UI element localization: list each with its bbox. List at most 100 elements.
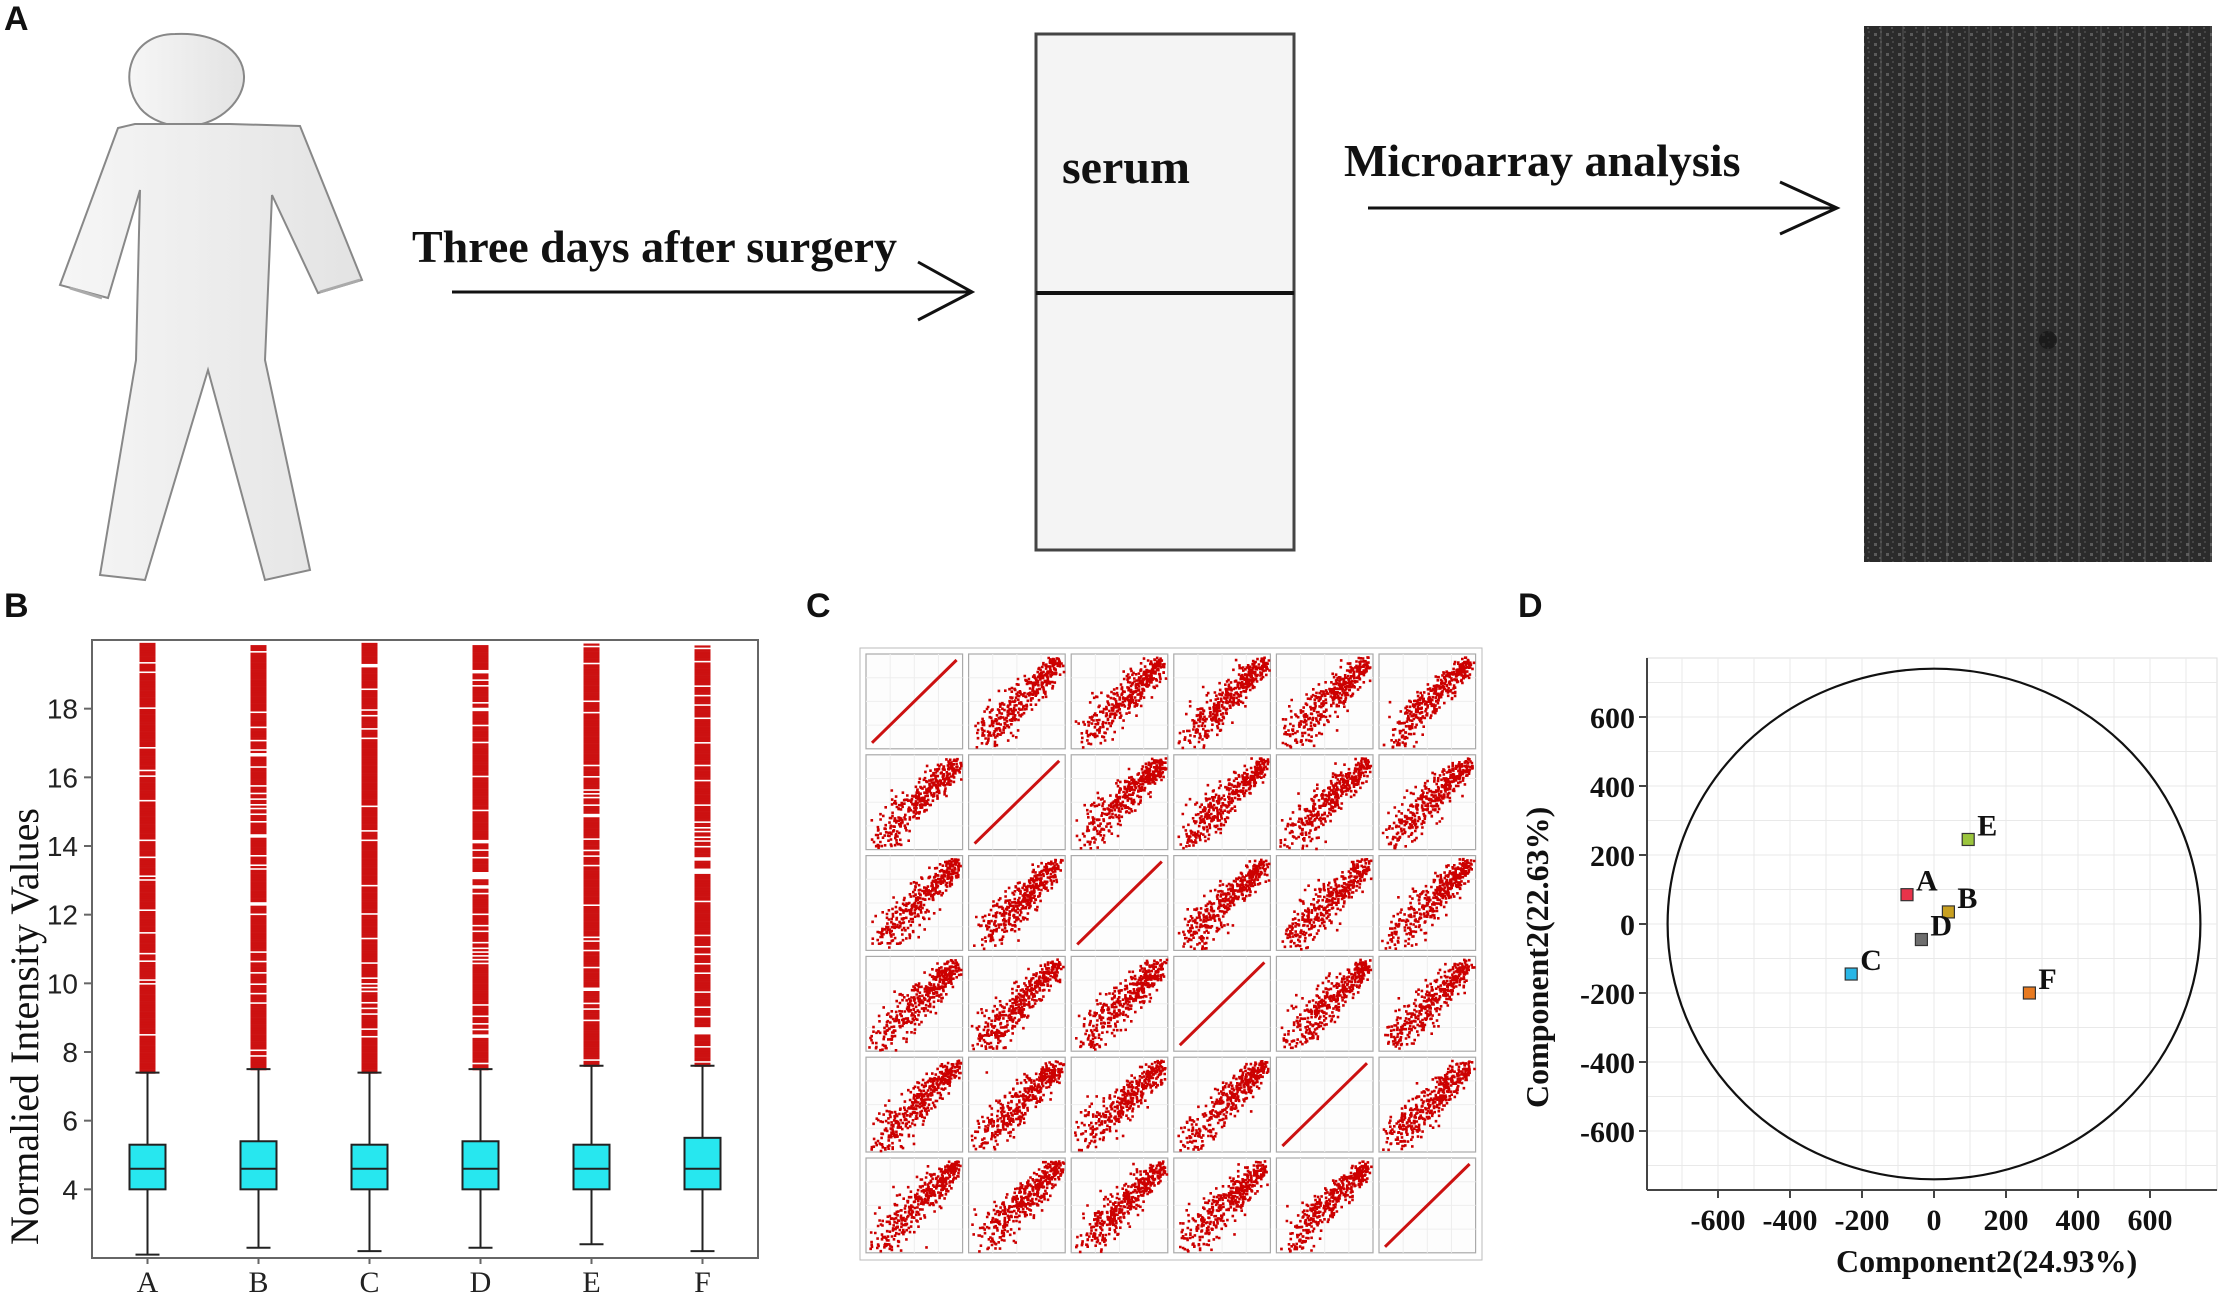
pca-point-label: B [1957,882,1977,915]
identity-line [1178,961,1266,1047]
scatter-cell-E-A [865,1056,964,1153]
scatter-cell-D-A [865,955,964,1052]
scatter-cell-E-D [1173,1056,1272,1153]
scatter-cell-E-E [1275,1056,1374,1153]
scatter-cell-A-B [967,653,1066,750]
box-C [350,642,389,1253]
boxplot-x-tick-label: B [248,1266,268,1296]
scatter-cell-C-D [1173,854,1272,951]
scatter-cell-C-A [865,854,964,951]
scatter-cell-D-B [967,955,1066,1052]
identity-line [1383,1162,1471,1248]
pca-y-axis-label: Component2(22.63%) [1519,807,1555,1108]
scatter-points [974,656,1066,749]
box-A [128,642,167,1256]
boxplot-x-tick-label: D [470,1266,492,1296]
scatter-cell-B-E [1275,754,1374,851]
pca-marker [1961,832,1975,847]
scatter-points [1382,656,1476,749]
pca-point-label: C [1860,944,1882,977]
box-body [239,1140,278,1191]
pca-x-tick-label: -200 [1835,1204,1890,1237]
microarray-chip [1864,26,2212,562]
pca-x-axis-label: Component2(24.93%) [1836,1243,2137,1279]
scatter-points [1075,958,1169,1051]
box-body [572,1143,611,1191]
boxplot-x-tick-label: E [582,1266,600,1296]
serum-tube [1034,32,1296,552]
pca-point-D: D [1914,910,1952,947]
box-E [572,643,611,1246]
boxplot-y-tick-label: 10 [47,968,78,999]
scatter-cell-D-E [1275,955,1374,1052]
scatter-cell-C-C [1070,854,1169,951]
pca-marker [1900,888,1914,902]
box-D [461,645,500,1249]
pca-x-tick-label: -600 [1691,1204,1746,1237]
pca-point-label: D [1930,910,1952,943]
pca-point-F: F [2022,963,2057,1000]
pca-point-C: C [1844,944,1882,981]
scatter-cell-F-D [1173,1157,1272,1254]
arrow1-label: Three days after surgery [412,221,897,272]
scatter-cell-B-B [967,754,1066,851]
boxplot-x-tick-label: C [359,1266,379,1296]
scatter-cell-A-E [1275,653,1374,750]
scatter-cell-B-D [1173,754,1272,851]
scatter-cell-A-C [1070,653,1169,750]
panel-letter-a: A [4,0,29,38]
scatter-cell-A-F [1378,653,1477,750]
box-B [239,645,278,1249]
pca-y-tick-label: 600 [1590,702,1635,735]
scatter-points [971,1160,1066,1253]
boxplot-y-tick-label: 8 [62,1037,78,1068]
box-body [128,1143,167,1191]
boxplot-x-tick-label: A [137,1266,159,1296]
scatter-points [1075,757,1168,850]
scatter-points [1280,1160,1373,1253]
box-body [461,1140,500,1191]
boxplot-y-tick-label: 18 [47,694,78,725]
panel-b-boxplot: 4 6 8 10 12 14 16 18 A B C D E F Normalied Intensity… [2,639,759,1296]
pca-x-tick-label: 600 [2128,1204,2173,1237]
scatter-points [871,858,962,949]
pca-point-E: E [1961,809,1997,847]
pca-point-A: A [1900,865,1938,902]
scatter-cell-D-D [1173,955,1272,1052]
boxplot-y-tick-label: 16 [47,762,78,793]
identity-line [973,759,1061,845]
panel-letter-b: B [4,587,29,625]
panel-c-scatter-matrix [859,647,1483,1261]
panel-a: Three days after surgery serum Microarra… [58,26,2212,582]
pca-marker [2022,986,2037,1000]
scatter-points [1281,858,1373,951]
pca-point-label: F [2038,963,2056,996]
scatter-points [1074,656,1168,749]
scatter-points [1280,958,1373,1050]
scatter-cell-F-F [1378,1157,1477,1254]
box-body [350,1143,389,1191]
pca-marker [1914,932,1929,947]
panel-letter-d: D [1518,587,1543,625]
scatter-points [1177,656,1271,750]
scatter-cell-F-C [1070,1157,1169,1254]
scatter-cell-E-B [967,1056,1066,1153]
scatter-cell-E-F [1378,1056,1477,1153]
box-body [683,1136,722,1191]
scatter-cell-B-F [1378,754,1477,851]
scatter-cell-A-D [1173,653,1272,750]
pca-x-tick-label: 400 [2056,1204,2101,1237]
pca-x-tick-label: -400 [1763,1204,1818,1237]
boxplot-x-tick-label: F [694,1266,711,1296]
identity-line [1076,860,1163,946]
arrow-surgery-icon [452,260,976,322]
scatter-cell-C-B [967,854,1066,951]
scatter-points [1177,858,1271,951]
scatter-points [1381,757,1474,850]
scatter-cell-C-E [1275,854,1374,951]
scatter-points [869,1160,962,1253]
pca-point-B: B [1941,882,1977,919]
pca-marker [1941,905,1956,919]
scatter-cell-B-A [865,754,964,851]
panel-letter-c: C [806,587,831,625]
